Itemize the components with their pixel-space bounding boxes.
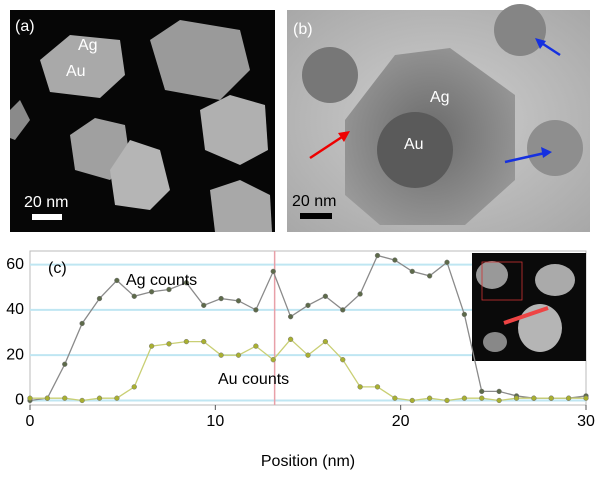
data-point — [271, 357, 276, 362]
label-ag: Ag — [78, 37, 98, 54]
data-point — [410, 269, 415, 274]
data-point — [28, 396, 33, 401]
data-point — [340, 307, 345, 312]
y-tick-label: 20 — [6, 346, 24, 363]
data-point — [358, 384, 363, 389]
data-point — [201, 339, 206, 344]
data-point — [479, 396, 484, 401]
data-point — [427, 396, 432, 401]
data-point — [323, 294, 328, 299]
x-tick-label: 0 — [26, 413, 35, 430]
data-point — [462, 396, 467, 401]
data-point — [584, 396, 589, 401]
data-point — [462, 312, 467, 317]
particle — [302, 47, 358, 103]
y-tick-label: 60 — [6, 256, 24, 273]
data-point — [514, 396, 519, 401]
x-tick-label: 20 — [392, 413, 410, 430]
data-point — [306, 303, 311, 308]
chart: 0 20 40 60 0 10 20 30 (c) Ag counts Au counts Posit… — [6, 251, 595, 470]
data-point — [531, 396, 536, 401]
data-point — [132, 384, 137, 389]
data-point — [219, 296, 224, 301]
data-point — [306, 353, 311, 358]
annotation: Ag counts — [126, 272, 197, 289]
data-point — [62, 362, 67, 367]
data-point — [114, 278, 119, 283]
scale-bar — [300, 213, 332, 219]
particle — [494, 4, 546, 56]
data-point — [114, 396, 119, 401]
data-point — [427, 274, 432, 279]
label-ag: Ag — [430, 89, 450, 106]
data-point — [253, 344, 258, 349]
data-point — [253, 307, 258, 312]
panel-a: (a) Ag Au 20 nm — [10, 10, 275, 232]
data-point — [323, 339, 328, 344]
data-point — [358, 292, 363, 297]
data-point — [219, 353, 224, 358]
particle — [527, 120, 583, 176]
data-point — [45, 396, 50, 401]
data-point — [566, 396, 571, 401]
data-point — [184, 339, 189, 344]
data-point — [62, 396, 67, 401]
data-point — [375, 253, 380, 258]
scale-label: 20 nm — [24, 194, 68, 211]
data-point — [149, 289, 154, 294]
data-point — [392, 258, 397, 263]
data-point — [149, 344, 154, 349]
data-point — [97, 396, 102, 401]
data-point — [340, 357, 345, 362]
annotation: Au counts — [218, 371, 289, 388]
data-point — [288, 337, 293, 342]
y-tick-label: 0 — [15, 392, 24, 409]
data-point — [236, 298, 241, 303]
data-point — [410, 398, 415, 403]
x-tick-label: 10 — [206, 413, 224, 430]
inset — [472, 253, 586, 361]
particle — [476, 261, 508, 289]
data-point — [549, 396, 554, 401]
label-au: Au — [66, 63, 86, 80]
data-point — [375, 384, 380, 389]
panel-label: (c) — [48, 260, 67, 277]
data-point — [236, 353, 241, 358]
x-axis-label: Position (nm) — [261, 453, 355, 470]
x-tick-label: 30 — [577, 413, 595, 430]
panel-label: (a) — [15, 18, 35, 35]
panel-label: (b) — [293, 21, 313, 38]
figure: (a) Ag Au 20 nm (b) Ag Au 20 nm 02040600… — [0, 0, 600, 475]
data-point — [97, 296, 102, 301]
data-point — [201, 303, 206, 308]
scale-label: 20 nm — [292, 193, 336, 210]
particle — [483, 332, 507, 352]
data-point — [445, 398, 450, 403]
data-point — [497, 389, 502, 394]
data-point — [392, 396, 397, 401]
y-tick-label: 40 — [6, 301, 24, 318]
data-point — [497, 398, 502, 403]
panel-b: (b) Ag Au 20 nm — [287, 4, 590, 232]
data-point — [479, 389, 484, 394]
data-point — [132, 294, 137, 299]
data-point — [445, 260, 450, 265]
label-au: Au — [404, 136, 424, 153]
data-point — [271, 269, 276, 274]
data-point — [167, 341, 172, 346]
scale-bar — [32, 214, 62, 220]
data-point — [288, 314, 293, 319]
data-point — [80, 321, 85, 326]
particle — [535, 264, 575, 296]
data-point — [80, 398, 85, 403]
